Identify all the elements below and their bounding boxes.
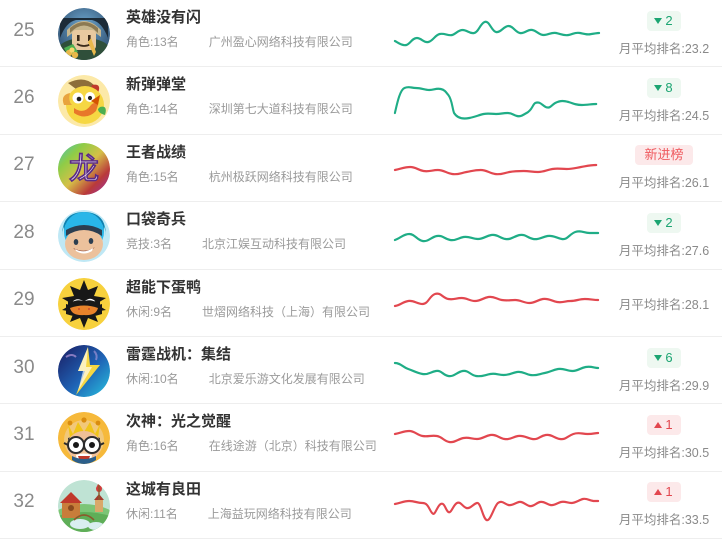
svg-text:龙: 龙 — [69, 153, 99, 186]
